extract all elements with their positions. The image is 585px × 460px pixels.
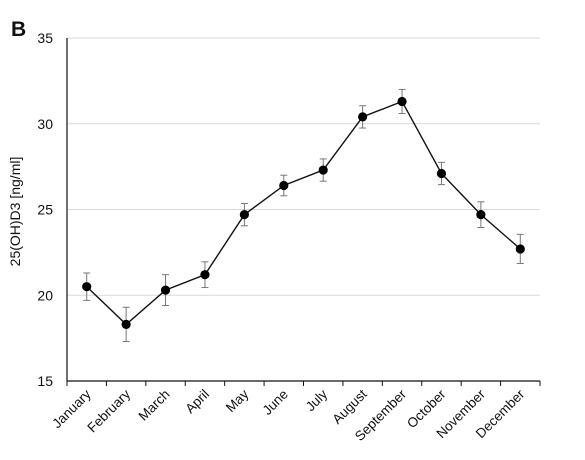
series <box>86 100 521 326</box>
y-axis-title: 25(OH)D3 [ng/ml] <box>7 157 23 267</box>
data-points <box>82 96 525 330</box>
panel-label: B <box>11 18 26 41</box>
x-tick-label: May <box>223 386 252 415</box>
data-point <box>436 168 447 179</box>
error-bars <box>83 88 524 343</box>
x-tick-label: June <box>260 387 291 418</box>
x-tick-label: March <box>136 387 173 424</box>
series-line <box>86 100 521 326</box>
data-point <box>82 282 92 292</box>
x-tick-label: April <box>182 387 212 417</box>
data-point <box>397 96 407 107</box>
x-tick-label: July <box>303 386 331 414</box>
y-tick-label: 20 <box>37 287 53 303</box>
y-tick-labels: 15 20 25 30 35 <box>37 30 53 389</box>
y-tick-label: 35 <box>37 30 53 46</box>
data-point <box>358 112 368 122</box>
data-point <box>160 285 171 295</box>
y-tick-label: 30 <box>37 116 53 132</box>
data-point <box>515 244 525 254</box>
gridlines <box>67 37 540 296</box>
data-point <box>476 210 486 220</box>
data-point <box>279 180 289 191</box>
y-tick-label: 15 <box>37 373 53 389</box>
x-tick-label: February <box>84 386 133 435</box>
data-point <box>318 165 328 175</box>
data-point <box>121 319 131 330</box>
data-point <box>239 210 249 220</box>
data-point <box>200 270 210 280</box>
y-tick-label: 25 <box>37 202 53 218</box>
axes <box>66 38 541 386</box>
